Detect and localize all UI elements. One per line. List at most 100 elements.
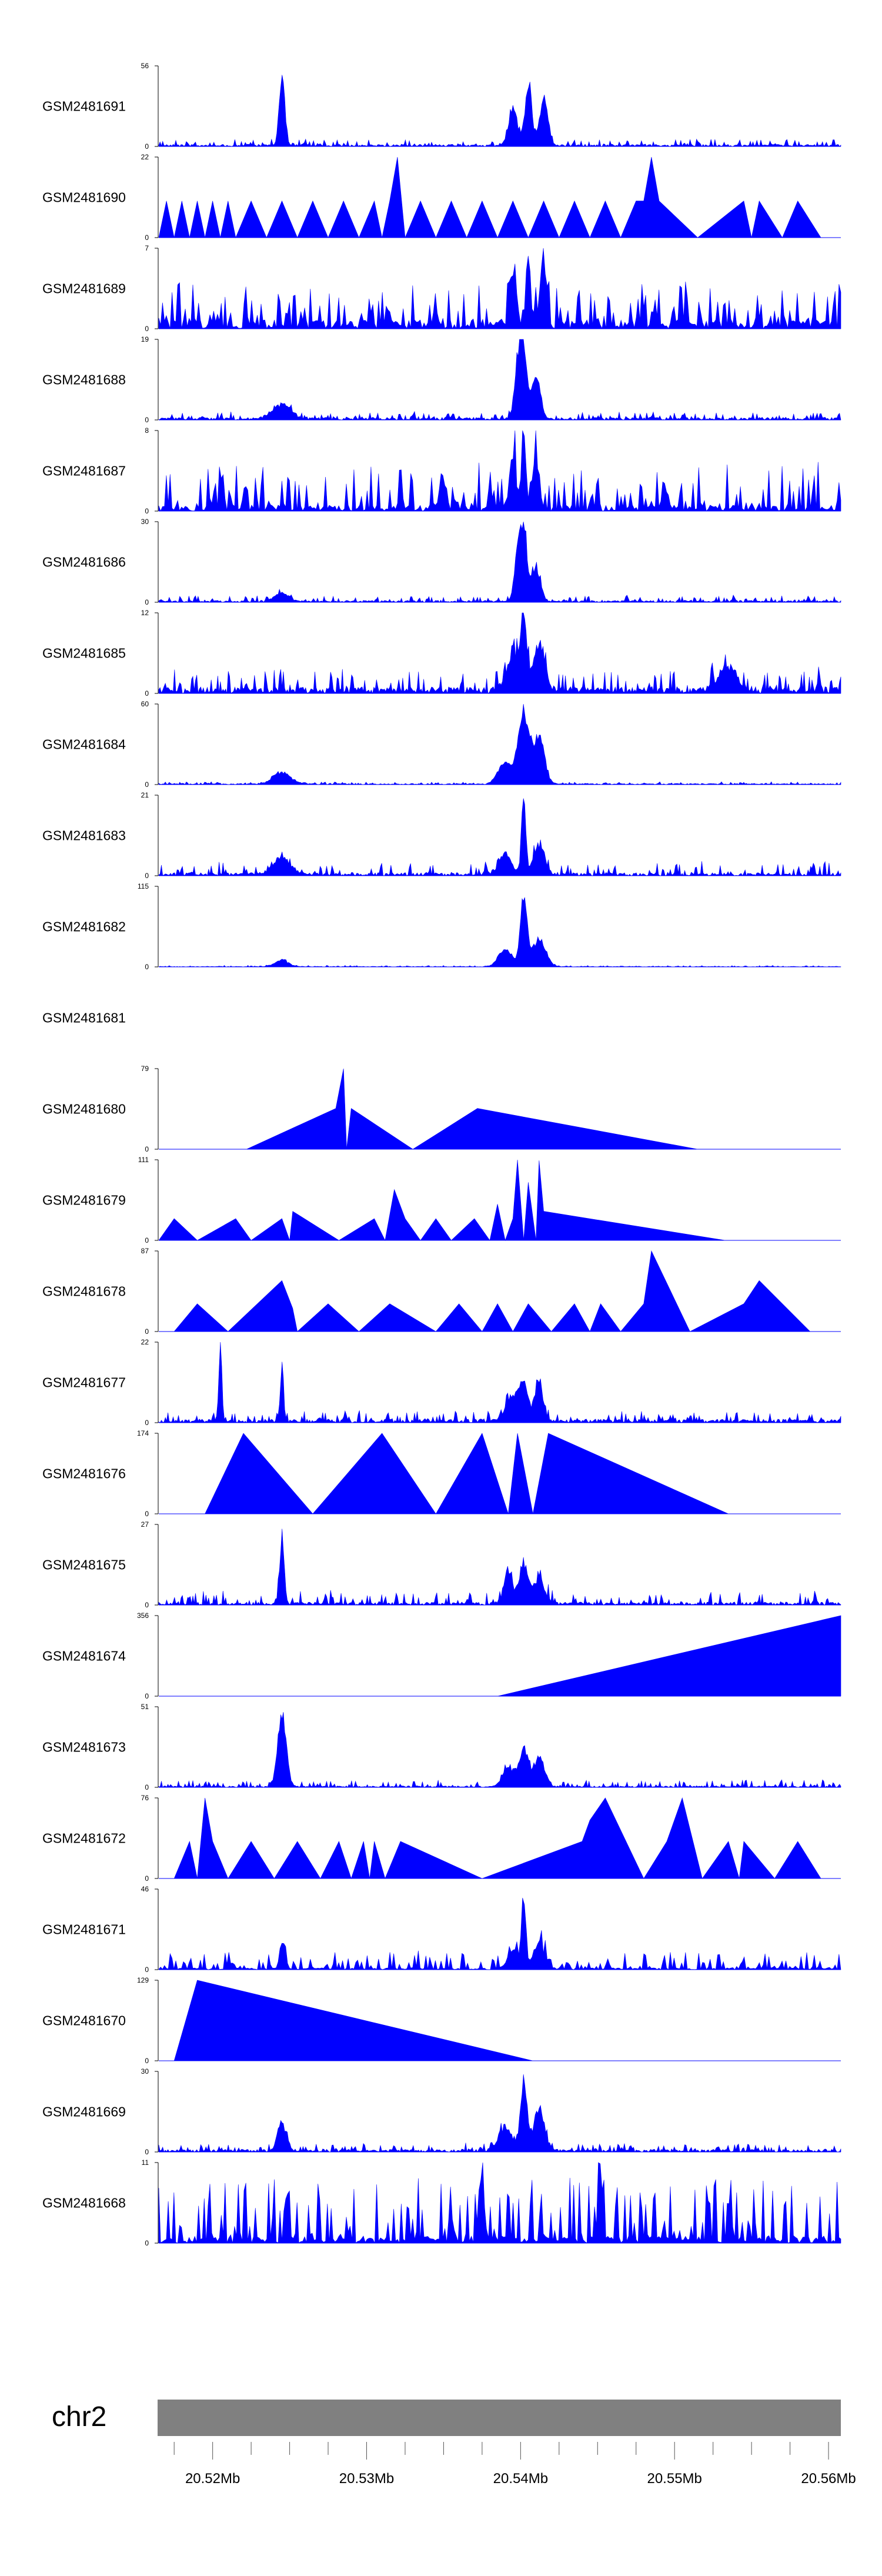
track-GSM2481684: GSM2481684 60 0 xyxy=(42,700,841,789)
track-GSM2481681: GSM2481681 xyxy=(42,1010,126,1026)
y-axis-min-label: 0 xyxy=(145,142,149,151)
track-GSM2481669: GSM2481669 30 0 xyxy=(42,2067,841,2156)
track-label: GSM2481669 xyxy=(42,2104,126,2120)
axis-tick-label: 20.52Mb xyxy=(185,2471,240,2487)
track-label: GSM2481680 xyxy=(42,1102,126,1117)
coverage-area xyxy=(158,248,841,329)
track-GSM2481688: GSM2481688 19 0 xyxy=(42,335,841,424)
coverage-area xyxy=(158,521,841,603)
y-axis-min-label: 0 xyxy=(145,1601,149,1609)
coverage-area xyxy=(158,1712,841,1788)
y-axis-max-label: 356 xyxy=(137,1611,149,1620)
track-GSM2481691: GSM2481691 56 0 xyxy=(42,62,841,151)
y-axis-min-label: 0 xyxy=(145,689,149,698)
y-axis-max-label: 87 xyxy=(141,1247,149,1255)
axis-tick-label: 20.54Mb xyxy=(493,2471,548,2487)
y-axis-max-label: 51 xyxy=(141,1703,149,1711)
track-label: GSM2481673 xyxy=(42,1740,126,1755)
y-axis-max-label: 8 xyxy=(145,426,149,435)
y-axis-min-label: 0 xyxy=(145,2057,149,2065)
y-axis-max-label: 21 xyxy=(141,791,149,799)
track-label: GSM2481676 xyxy=(42,1466,126,1481)
track-label: GSM2481685 xyxy=(42,646,126,661)
y-axis-max-label: 60 xyxy=(141,700,149,708)
track-GSM2481680: GSM2481680 79 0 xyxy=(42,1065,841,1153)
axis-tick-label: 20.53Mb xyxy=(339,2471,394,2487)
y-axis-min-label: 0 xyxy=(145,1419,149,1427)
track-label: GSM2481686 xyxy=(42,555,126,570)
y-axis-max-label: 22 xyxy=(141,1338,149,1346)
track-label: GSM2481675 xyxy=(42,1557,126,1573)
y-axis-min-label: 0 xyxy=(145,2239,149,2247)
track-label: GSM2481682 xyxy=(42,919,126,935)
coverage-area xyxy=(173,1250,811,1332)
y-axis-max-label: 56 xyxy=(141,62,149,70)
coverage-area xyxy=(158,798,841,876)
y-axis-max-label: 11 xyxy=(142,2158,149,2167)
y-axis-max-label: 27 xyxy=(141,1520,149,1529)
y-axis-max-label: 30 xyxy=(141,518,149,526)
y-axis-max-label: 129 xyxy=(137,1976,149,1984)
track-GSM2481679: GSM2481679 111 0 xyxy=(42,1156,841,1244)
y-axis-min-label: 0 xyxy=(145,963,149,971)
y-axis-min-label: 0 xyxy=(145,1236,149,1244)
coverage-area xyxy=(158,1897,841,1970)
y-axis-min-label: 0 xyxy=(145,1692,149,1700)
track-GSM2481686: GSM2481686 30 0 xyxy=(42,518,841,606)
track-GSM2481687: GSM2481687 8 0 xyxy=(42,426,841,515)
coverage-area xyxy=(205,1433,729,1514)
genome-axis: chr2 20.52Mb 20.53Mb 20.54Mb 20.55Mb 20.56Mb xyxy=(52,2400,856,2487)
coverage-area xyxy=(173,1797,821,1879)
track-label: GSM2481670 xyxy=(42,2013,126,2028)
track-label: GSM2481674 xyxy=(42,1649,126,1664)
track-GSM2481682: GSM2481682 115 0 xyxy=(42,882,841,971)
y-axis-min-label: 0 xyxy=(145,1783,149,1791)
track-label: GSM2481677 xyxy=(42,1375,126,1390)
track-label: GSM2481690 xyxy=(42,190,126,205)
axis-tick-label: 20.55Mb xyxy=(647,2471,701,2487)
y-axis-min-label: 0 xyxy=(145,598,149,606)
track-label: GSM2481672 xyxy=(42,1831,126,1846)
coverage-area xyxy=(173,1980,533,2061)
track-label: GSM2481691 xyxy=(42,99,126,114)
y-axis-max-label: 174 xyxy=(137,1429,149,1437)
coverage-area xyxy=(158,2074,841,2153)
y-axis-min-label: 0 xyxy=(145,1145,149,1153)
track-GSM2481674: GSM2481674 356 0 xyxy=(42,1611,841,1700)
track-GSM2481678: GSM2481678 87 0 xyxy=(42,1247,841,1336)
track-GSM2481689: GSM2481689 7 0 xyxy=(42,244,841,333)
track-GSM2481683: GSM2481683 21 0 xyxy=(42,791,841,880)
track-label: GSM2481678 xyxy=(42,1284,126,1299)
y-axis-max-label: 111 xyxy=(138,1156,149,1164)
track-label: GSM2481688 xyxy=(42,372,126,388)
coverage-area xyxy=(497,1615,841,1697)
coverage-area xyxy=(246,1068,698,1150)
axis-tick-label: 20.56Mb xyxy=(801,2471,856,2487)
coverage-area xyxy=(158,703,841,785)
track-label: GSM2481687 xyxy=(42,463,126,479)
chromosome-ideogram-bar xyxy=(158,2400,841,2436)
track-GSM2481668: GSM2481668 11 0 xyxy=(42,2158,841,2247)
track-GSM2481690: GSM2481690 22 0 xyxy=(42,153,841,242)
track-GSM2481670: GSM2481670 129 0 xyxy=(42,1976,841,2065)
track-label: GSM2481683 xyxy=(42,828,126,843)
track-GSM2481677: GSM2481677 22 0 xyxy=(42,1338,841,1427)
coverage-area xyxy=(158,1159,726,1242)
track-GSM2481685: GSM2481685 12 0 xyxy=(42,609,841,698)
y-axis-max-label: 46 xyxy=(141,1885,149,1893)
y-axis-max-label: 7 xyxy=(145,244,149,252)
coverage-area xyxy=(158,1342,841,1423)
y-axis-max-label: 12 xyxy=(141,609,149,617)
track-label: GSM2481681 xyxy=(42,1010,126,1026)
data-tracks: GSM2481691560GSM2481690220GSM248168970GS… xyxy=(42,62,841,2247)
chromosome-label: chr2 xyxy=(52,2401,106,2432)
track-GSM2481673: GSM2481673 51 0 xyxy=(42,1703,841,1791)
y-axis-min-label: 0 xyxy=(145,507,149,515)
genome-axis-ticks: 20.52Mb 20.53Mb 20.54Mb 20.55Mb 20.56Mb xyxy=(173,2442,856,2487)
coverage-area xyxy=(158,430,841,512)
y-axis-min-label: 0 xyxy=(145,416,149,424)
track-GSM2481675: GSM2481675 27 0 xyxy=(42,1520,841,1609)
y-axis-min-label: 0 xyxy=(145,2148,149,2156)
coverage-area xyxy=(158,612,841,695)
